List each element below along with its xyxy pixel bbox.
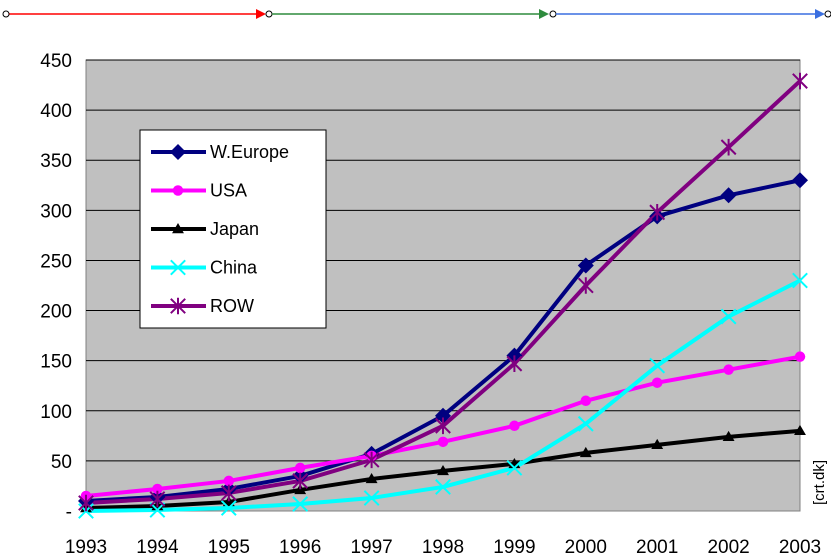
point-usa: [437, 436, 449, 448]
y-axis-ticks: - 50 100 150 200 250 300 350 400 450: [40, 51, 72, 523]
series-markers: [78, 72, 808, 519]
y-tick-label: 300: [40, 201, 72, 222]
y-tick-label: 150: [40, 352, 72, 373]
point-china: [363, 490, 380, 506]
point-china: [720, 308, 737, 325]
y-tick-label: 250: [40, 251, 72, 272]
y-tick-label: 400: [40, 101, 72, 122]
point-china: [506, 459, 523, 476]
legend-marker-japan: [172, 223, 184, 234]
point-usa: [223, 475, 235, 487]
legend-label-china: China: [210, 258, 258, 278]
x-tick-label: 1997: [350, 537, 392, 558]
legend-label-w-europe: W.Europe: [210, 142, 289, 162]
point-row: [363, 451, 380, 469]
point-row: [149, 490, 166, 508]
legend-label-row: ROW: [210, 296, 254, 316]
point-japan: [651, 438, 664, 450]
y-tick-label: 350: [40, 151, 72, 172]
legend-marker-usa: [172, 185, 184, 196]
point-japan: [794, 424, 806, 436]
x-tick-label: 1998: [422, 537, 464, 558]
x-axis-ticks: 1993 1994 1995 1996 1997 1998 1999 2000 2001 2002…: [65, 537, 821, 558]
point-usa: [152, 483, 163, 495]
point-usa: [580, 395, 592, 407]
point-w-europe: [720, 187, 737, 204]
point-row: [577, 277, 594, 294]
legend: W.Europe USA Japan China ROW: [139, 129, 327, 329]
point-row: [292, 472, 309, 490]
legend-label-japan: Japan: [210, 219, 259, 239]
point-japan: [579, 446, 592, 458]
point-usa: [723, 364, 734, 375]
x-tick-label: 2003: [779, 537, 821, 558]
legend-marker-w-europe: [170, 144, 186, 160]
legend-label-usa: USA: [210, 181, 247, 201]
point-china: [649, 357, 666, 374]
point-row: [220, 484, 237, 502]
y-tick-label: 200: [40, 302, 72, 323]
point-usa: [794, 351, 806, 362]
point-row: [435, 417, 451, 435]
legend-marker-china: [170, 259, 186, 276]
y-tick-label: 100: [40, 402, 72, 423]
x-tick-label: 2002: [707, 537, 749, 558]
point-row: [792, 72, 808, 90]
point-usa: [651, 377, 663, 388]
point-w-europe: [435, 407, 451, 424]
point-china: [292, 496, 309, 512]
x-tick-label: 2000: [565, 537, 607, 558]
x-tick-label: 1999: [493, 537, 535, 558]
point-row: [649, 204, 666, 221]
point-china: [792, 272, 808, 289]
point-usa: [509, 420, 520, 432]
point-china: [220, 500, 237, 516]
x-tick-label: 2001: [636, 537, 678, 558]
point-w-europe: [577, 257, 594, 274]
point-row: [506, 355, 523, 372]
point-usa: [294, 462, 306, 474]
x-tick-label: 1996: [279, 537, 321, 558]
point-japan: [437, 464, 449, 476]
point-japan: [365, 472, 378, 484]
y-tick-label: 450: [40, 51, 72, 72]
point-china: [149, 502, 166, 518]
credit-label: [crt.dk]: [811, 460, 828, 505]
point-row: [720, 138, 737, 156]
point-china: [435, 479, 451, 495]
point-china: [577, 415, 594, 432]
point-row: [78, 494, 94, 512]
x-tick-label: 1995: [208, 537, 250, 558]
y-tick-label: -: [66, 502, 72, 523]
y-tick-label: 50: [51, 452, 72, 473]
legend-marker-row: [170, 297, 186, 315]
point-w-europe: [792, 172, 808, 189]
x-tick-label: 1994: [136, 537, 179, 558]
point-japan: [722, 430, 735, 442]
timeline-bar: [2, 9, 831, 19]
x-tick-label: 1993: [65, 537, 107, 558]
